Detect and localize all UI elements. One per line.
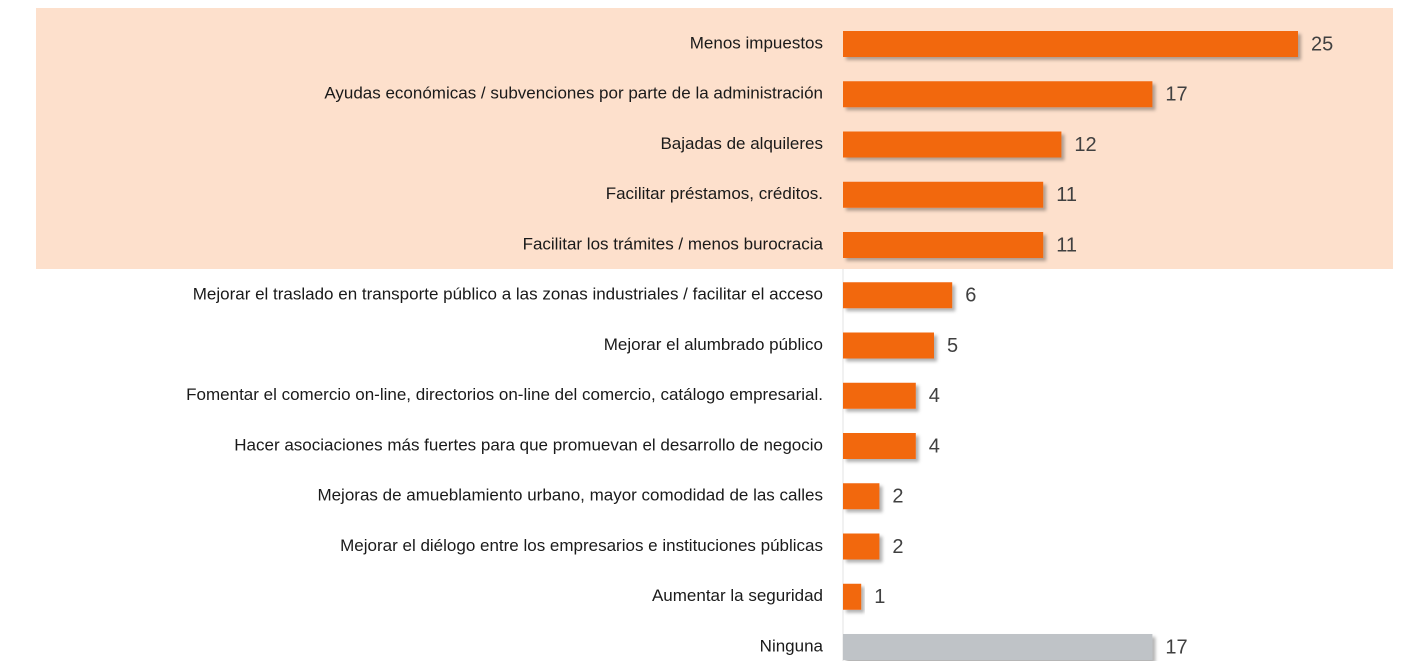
value-label: 2 <box>892 486 903 508</box>
category-label: Mejoras de amueblamiento urbano, mayor c… <box>317 486 823 505</box>
bar <box>843 131 1062 158</box>
bar <box>843 181 1044 208</box>
value-label: 25 <box>1311 33 1333 55</box>
value-label: 4 <box>929 435 940 457</box>
value-label: 11 <box>1056 184 1077 206</box>
value-label: 1 <box>874 586 885 608</box>
value-label: 5 <box>947 335 958 357</box>
bar <box>843 332 934 359</box>
category-label: Ninguna <box>760 636 824 655</box>
value-label: 2 <box>892 536 903 558</box>
bar <box>843 533 880 560</box>
value-label: 17 <box>1165 84 1187 106</box>
bar <box>843 483 880 510</box>
category-label: Mejorar el traslado en transporte públic… <box>193 285 823 304</box>
category-label: Fomentar el comercio on-line, directorio… <box>186 385 823 404</box>
bar <box>843 382 916 409</box>
bar <box>843 31 1298 57</box>
value-label: 4 <box>929 385 940 407</box>
bar <box>843 81 1153 108</box>
category-label: Bajadas de alquileres <box>660 134 823 153</box>
value-label: 11 <box>1056 234 1077 256</box>
category-label: Menos impuestos <box>690 33 823 52</box>
value-label: 17 <box>1165 636 1187 658</box>
value-label: 6 <box>965 285 976 307</box>
category-label: Mejorar el alumbrado público <box>604 335 823 354</box>
category-label: Facilitar los trámites / menos burocraci… <box>523 234 824 253</box>
category-label: Facilitar préstamos, créditos. <box>606 184 823 203</box>
bar <box>843 232 1044 258</box>
bar <box>843 634 1153 660</box>
bar <box>843 433 916 459</box>
category-label: Hacer asociaciones más fuertes para que … <box>234 435 823 454</box>
category-label: Aumentar la seguridad <box>652 586 823 605</box>
bar <box>843 583 862 610</box>
category-label: Mejorar el diélogo entre los empresarios… <box>340 536 823 555</box>
bar <box>843 282 953 309</box>
category-label: Ayudas económicas / subvenciones por par… <box>324 84 823 103</box>
value-label: 12 <box>1074 134 1096 156</box>
